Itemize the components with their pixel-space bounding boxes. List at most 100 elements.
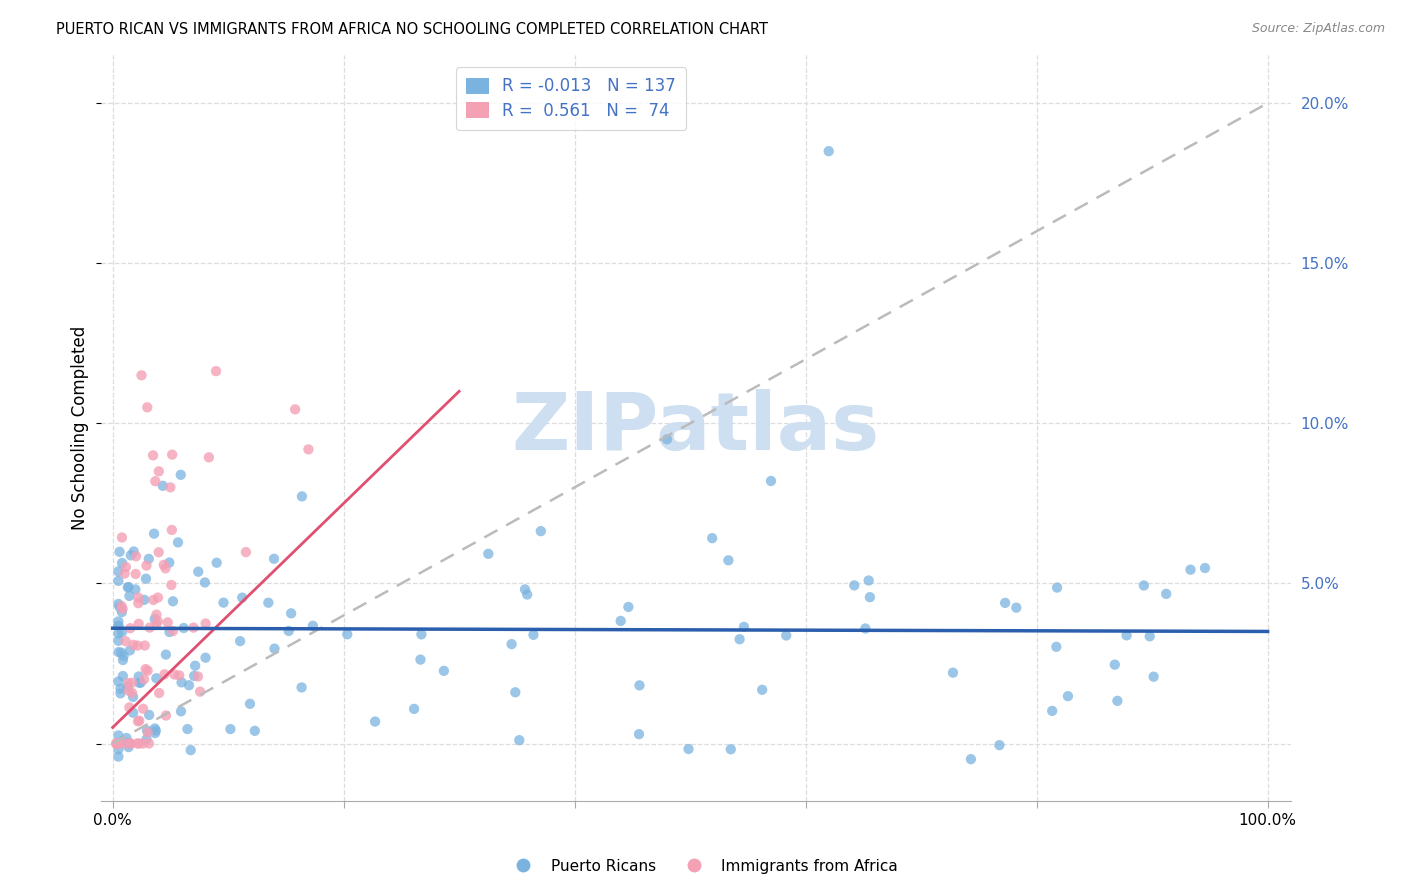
Point (280, 607, 302, 621)
Point (1139, 629, 1161, 643)
Point (152, 558, 174, 572)
Point (107, 633, 129, 648)
Y-axis label: No Schooling Completed: No Schooling Completed (72, 326, 89, 530)
Point (1107, 694, 1129, 708)
Point (159, 480, 181, 494)
Point (194, 650, 217, 665)
Point (117, 676, 139, 690)
Point (155, 708, 177, 723)
Point (162, 594, 184, 608)
Point (297, 442, 319, 457)
Point (135, 558, 157, 573)
Point (160, 578, 183, 592)
Point (145, 671, 167, 685)
Point (143, 726, 166, 740)
Point (107, 618, 129, 632)
Point (717, 553, 740, 567)
Point (155, 648, 177, 662)
Point (111, 531, 134, 545)
Point (404, 702, 426, 716)
Point (219, 722, 242, 736)
Point (148, 686, 170, 700)
Point (775, 628, 797, 642)
Point (1005, 600, 1028, 615)
Point (1040, 704, 1063, 718)
Point (127, 591, 149, 605)
Legend: Puerto Ricans, Immigrants from Africa: Puerto Ricans, Immigrants from Africa (502, 853, 904, 880)
Point (117, 740, 139, 755)
Point (127, 596, 149, 610)
Point (1115, 628, 1137, 642)
Point (728, 632, 751, 647)
Point (107, 737, 129, 751)
Point (105, 737, 128, 751)
Point (505, 685, 527, 699)
Point (759, 474, 782, 488)
Point (152, 479, 174, 493)
Point (516, 588, 538, 602)
Point (183, 621, 205, 635)
Point (111, 605, 134, 619)
Point (148, 464, 170, 478)
Point (183, 669, 205, 683)
Point (513, 582, 536, 597)
Point (198, 450, 221, 465)
Point (124, 566, 146, 581)
Point (194, 616, 217, 631)
Point (146, 614, 169, 628)
Point (135, 572, 157, 586)
Text: Source: ZipAtlas.com: Source: ZipAtlas.com (1251, 22, 1385, 36)
Point (110, 686, 132, 700)
Point (522, 628, 544, 642)
Point (142, 593, 165, 607)
Text: ZIPatlas: ZIPatlas (512, 389, 880, 467)
Point (231, 591, 253, 605)
Point (1142, 670, 1164, 684)
Point (107, 626, 129, 640)
Point (107, 574, 129, 588)
Point (167, 535, 190, 549)
Point (678, 742, 700, 756)
Point (609, 614, 631, 628)
Point (145, 617, 167, 632)
Point (170, 704, 193, 718)
Point (628, 678, 651, 692)
Point (143, 526, 166, 541)
Point (145, 723, 167, 738)
Point (157, 556, 180, 570)
Point (155, 561, 177, 575)
Point (138, 621, 160, 635)
Point (364, 714, 387, 729)
Point (205, 556, 228, 570)
Point (110, 646, 132, 660)
Point (122, 690, 145, 704)
Point (212, 596, 235, 610)
Point (291, 681, 314, 695)
Point (114, 634, 136, 648)
Point (136, 401, 159, 415)
Point (994, 596, 1017, 610)
Point (257, 596, 280, 610)
Point (858, 574, 880, 588)
Point (138, 708, 160, 723)
Point (110, 599, 132, 614)
Point (134, 592, 156, 607)
Point (153, 667, 176, 681)
Point (135, 732, 157, 747)
Text: PUERTO RICAN VS IMMIGRANTS FROM AFRICA NO SCHOOLING COMPLETED CORRELATION CHART: PUERTO RICAN VS IMMIGRANTS FROM AFRICA N… (56, 22, 768, 37)
Legend: R = -0.013   N = 137, R =  0.561   N =  74: R = -0.013 N = 137, R = 0.561 N = 74 (456, 67, 686, 130)
Point (844, 578, 866, 592)
Point (117, 580, 139, 594)
Point (1045, 640, 1067, 654)
Point (111, 734, 134, 748)
Point (128, 676, 150, 690)
Point (229, 634, 252, 648)
Point (733, 620, 755, 634)
Point (160, 523, 183, 537)
Point (942, 665, 965, 680)
Point (136, 723, 159, 738)
Point (120, 737, 142, 751)
Point (146, 591, 169, 605)
Point (132, 702, 155, 716)
Point (162, 624, 184, 638)
